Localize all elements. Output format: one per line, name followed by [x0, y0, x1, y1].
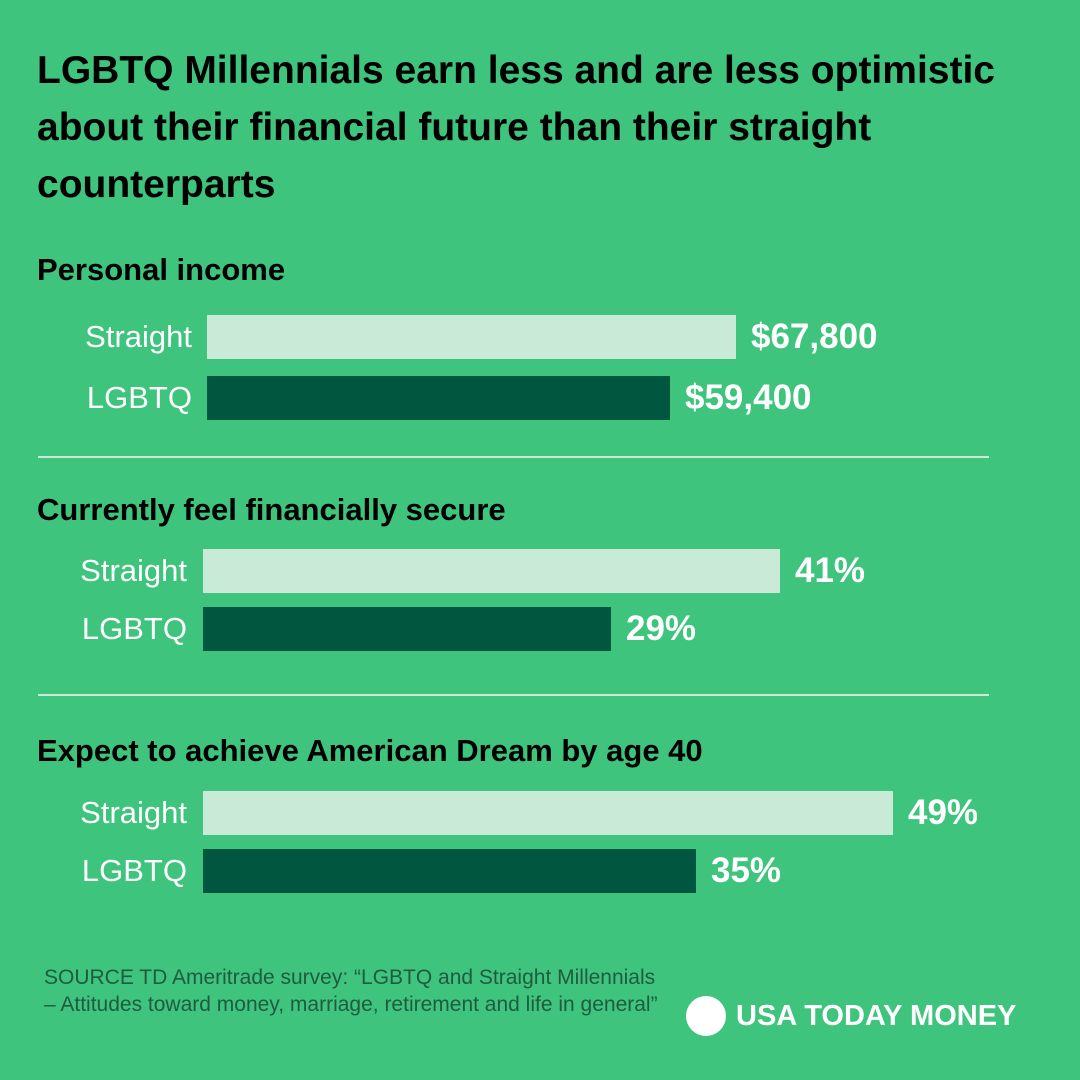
- bar-straight: [203, 549, 780, 593]
- panel-title: Expect to achieve American Dream by age …: [37, 733, 703, 768]
- bar-row-straight: Straight 41%: [0, 549, 1080, 593]
- section-divider: [38, 456, 989, 458]
- value-label-straight: 41%: [795, 551, 866, 590]
- section-divider: [38, 694, 989, 696]
- bar-row-lgbtq: LGBTQ $59,400: [0, 376, 1080, 420]
- category-label-straight: Straight: [85, 319, 192, 354]
- source-note: SOURCE TD Ameritrade survey: “LGBTQ and …: [44, 966, 658, 1016]
- value-label-lgbtq: 35%: [711, 851, 782, 890]
- value-label-lgbtq: 29%: [626, 609, 697, 648]
- bar-straight: [203, 791, 893, 835]
- category-label-lgbtq: LGBTQ: [86, 380, 192, 415]
- value-label-straight: $67,800: [751, 317, 878, 356]
- value-label-straight: 49%: [908, 793, 979, 832]
- bar-straight: [207, 315, 736, 359]
- category-label-lgbtq: LGBTQ: [81, 611, 187, 646]
- bar-row-lgbtq: LGBTQ 35%: [0, 849, 1080, 893]
- logo-circle-icon: [686, 996, 726, 1036]
- value-label-lgbtq: $59,400: [685, 378, 812, 417]
- bar-row-straight: Straight 49%: [0, 791, 1080, 835]
- category-label-straight: Straight: [80, 795, 187, 830]
- bar-lgbtq: [203, 607, 611, 651]
- bar-lgbtq: [207, 376, 670, 420]
- bar-row-lgbtq: LGBTQ 29%: [0, 607, 1080, 651]
- bar-row-straight: Straight $67,800: [0, 315, 1080, 359]
- panel-title: Personal income: [37, 252, 286, 287]
- bar-lgbtq: [203, 849, 696, 893]
- category-label-lgbtq: LGBTQ: [81, 853, 187, 888]
- logo-text: USA TODAY MONEY: [736, 1000, 1017, 1032]
- chart-title: LGBTQ Millennials earn less and are less…: [37, 49, 995, 206]
- category-label-straight: Straight: [80, 553, 187, 588]
- panel-title: Currently feel financially secure: [37, 492, 506, 527]
